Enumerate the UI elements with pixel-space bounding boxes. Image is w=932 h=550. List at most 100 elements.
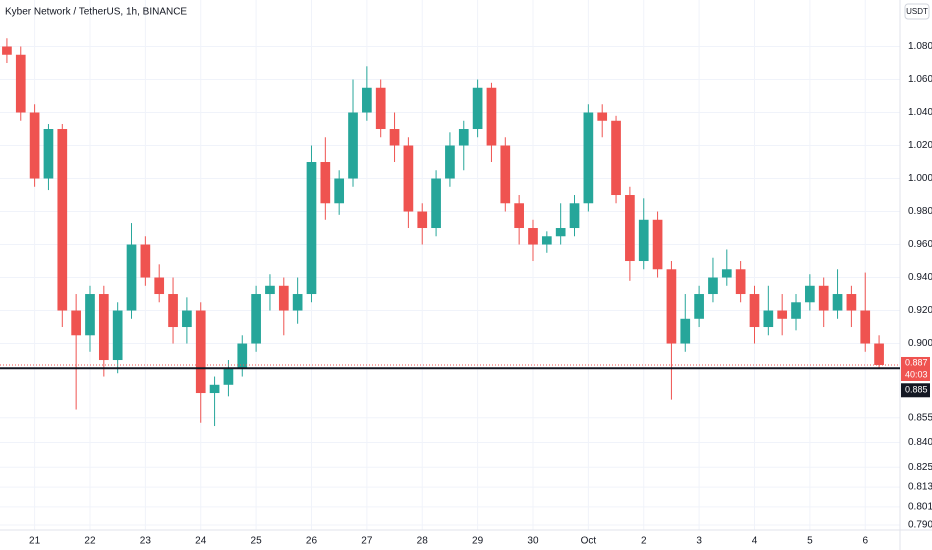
candle-body [29,112,40,179]
candle-body [98,294,109,361]
candle-body [860,310,871,344]
candle-body [763,310,774,328]
y-tick-label: 0.900 [908,338,932,349]
candle-body [638,219,649,262]
candle-body [348,112,358,179]
last-price-label: 0.887 [905,357,928,367]
candle-body [874,343,884,365]
x-tick-label: 3 [696,536,702,547]
candle-body [514,203,524,229]
candle-body [458,129,469,146]
candle-body [569,203,580,229]
y-tick-label: 0.960 [908,239,932,250]
candle-body [320,162,331,204]
candle-body [597,112,608,121]
candle-body [209,384,220,394]
countdown-label: 40:03 [905,369,928,379]
x-tick-label: 28 [417,536,429,547]
candle-body [583,112,594,204]
candle-body [195,310,206,394]
y-tick-label: 0.840 [908,437,932,448]
y-tick-label: 0.980 [908,206,932,217]
candle-body [334,178,345,204]
x-tick-label: 23 [140,536,152,547]
candle-body [652,219,663,270]
candle-body [735,269,746,295]
candle-body [417,211,428,229]
candle-body [445,145,455,179]
candle-body [611,120,621,196]
candle-body [389,129,400,146]
candle-body [292,294,303,311]
candle-body [680,318,691,344]
candle-body [71,310,81,336]
x-tick-label: 22 [84,536,96,547]
candle-body [182,310,192,328]
candle-body [112,310,123,361]
candle-body [666,269,677,344]
candle-body [43,129,54,179]
currency-label[interactable]: USDT [906,7,928,16]
y-tick-label: 1.040 [908,107,932,118]
candle-body [472,87,483,130]
candle-body [140,244,151,278]
x-tick-label: 29 [472,536,484,547]
y-tick-label: 1.060 [908,74,932,85]
candle-body [2,46,12,55]
candle-body [625,195,635,262]
candle-body [168,294,178,328]
candle-body [791,302,801,319]
candle-body [223,368,234,385]
y-tick-label: 0.801 [908,502,932,513]
y-tick-label: 0.813 [908,482,932,493]
candle-body [375,87,386,130]
chart-title: Kyber Network / TetherUS, 1h, BINANCE [5,7,187,18]
candle-body [555,228,566,237]
candle-body [805,285,815,303]
candle-body [15,54,26,113]
x-tick-label: 26 [306,536,318,547]
candle-body [708,277,718,295]
candle-body [486,87,497,146]
x-tick-label: 6 [862,536,868,547]
candle-body [818,285,829,311]
hline-price-label: 0.885 [905,385,928,395]
x-tick-label: 4 [752,536,758,547]
x-tick-label: 2 [641,536,647,547]
candle-body [265,285,275,295]
y-tick-label: 0.825 [908,462,932,473]
candle-body [541,236,552,245]
candle-body [237,343,248,369]
x-tick-label: 25 [251,536,263,547]
y-tick-label: 1.000 [908,173,932,184]
candle-body [721,269,732,278]
x-tick-label: 5 [807,536,813,547]
candle-body [306,162,317,295]
candle-body [431,178,441,229]
candle-body [278,285,289,311]
candle-body [154,277,165,295]
last-price-box [901,356,930,381]
candle-body [57,129,68,311]
x-tick-label: 24 [195,536,207,547]
candle-body [126,244,137,311]
candle-body [694,294,704,319]
x-tick-label: 21 [29,536,41,547]
candle-body [500,145,511,204]
candle-body [251,294,261,344]
candle-body [749,294,760,328]
y-tick-label: 1.080 [908,41,932,52]
candle-body [85,294,95,336]
y-tick-label: 0.790 [908,520,932,531]
candle-body [403,145,414,212]
hline-price-box [901,383,930,398]
y-tick-label: 0.940 [908,272,932,283]
x-tick-label: Oct [581,536,597,547]
currency-button[interactable] [904,3,930,20]
candle-body [528,228,538,245]
candle-body [846,294,857,311]
candle-body [832,294,843,311]
y-tick-label: 0.855 [908,412,932,423]
